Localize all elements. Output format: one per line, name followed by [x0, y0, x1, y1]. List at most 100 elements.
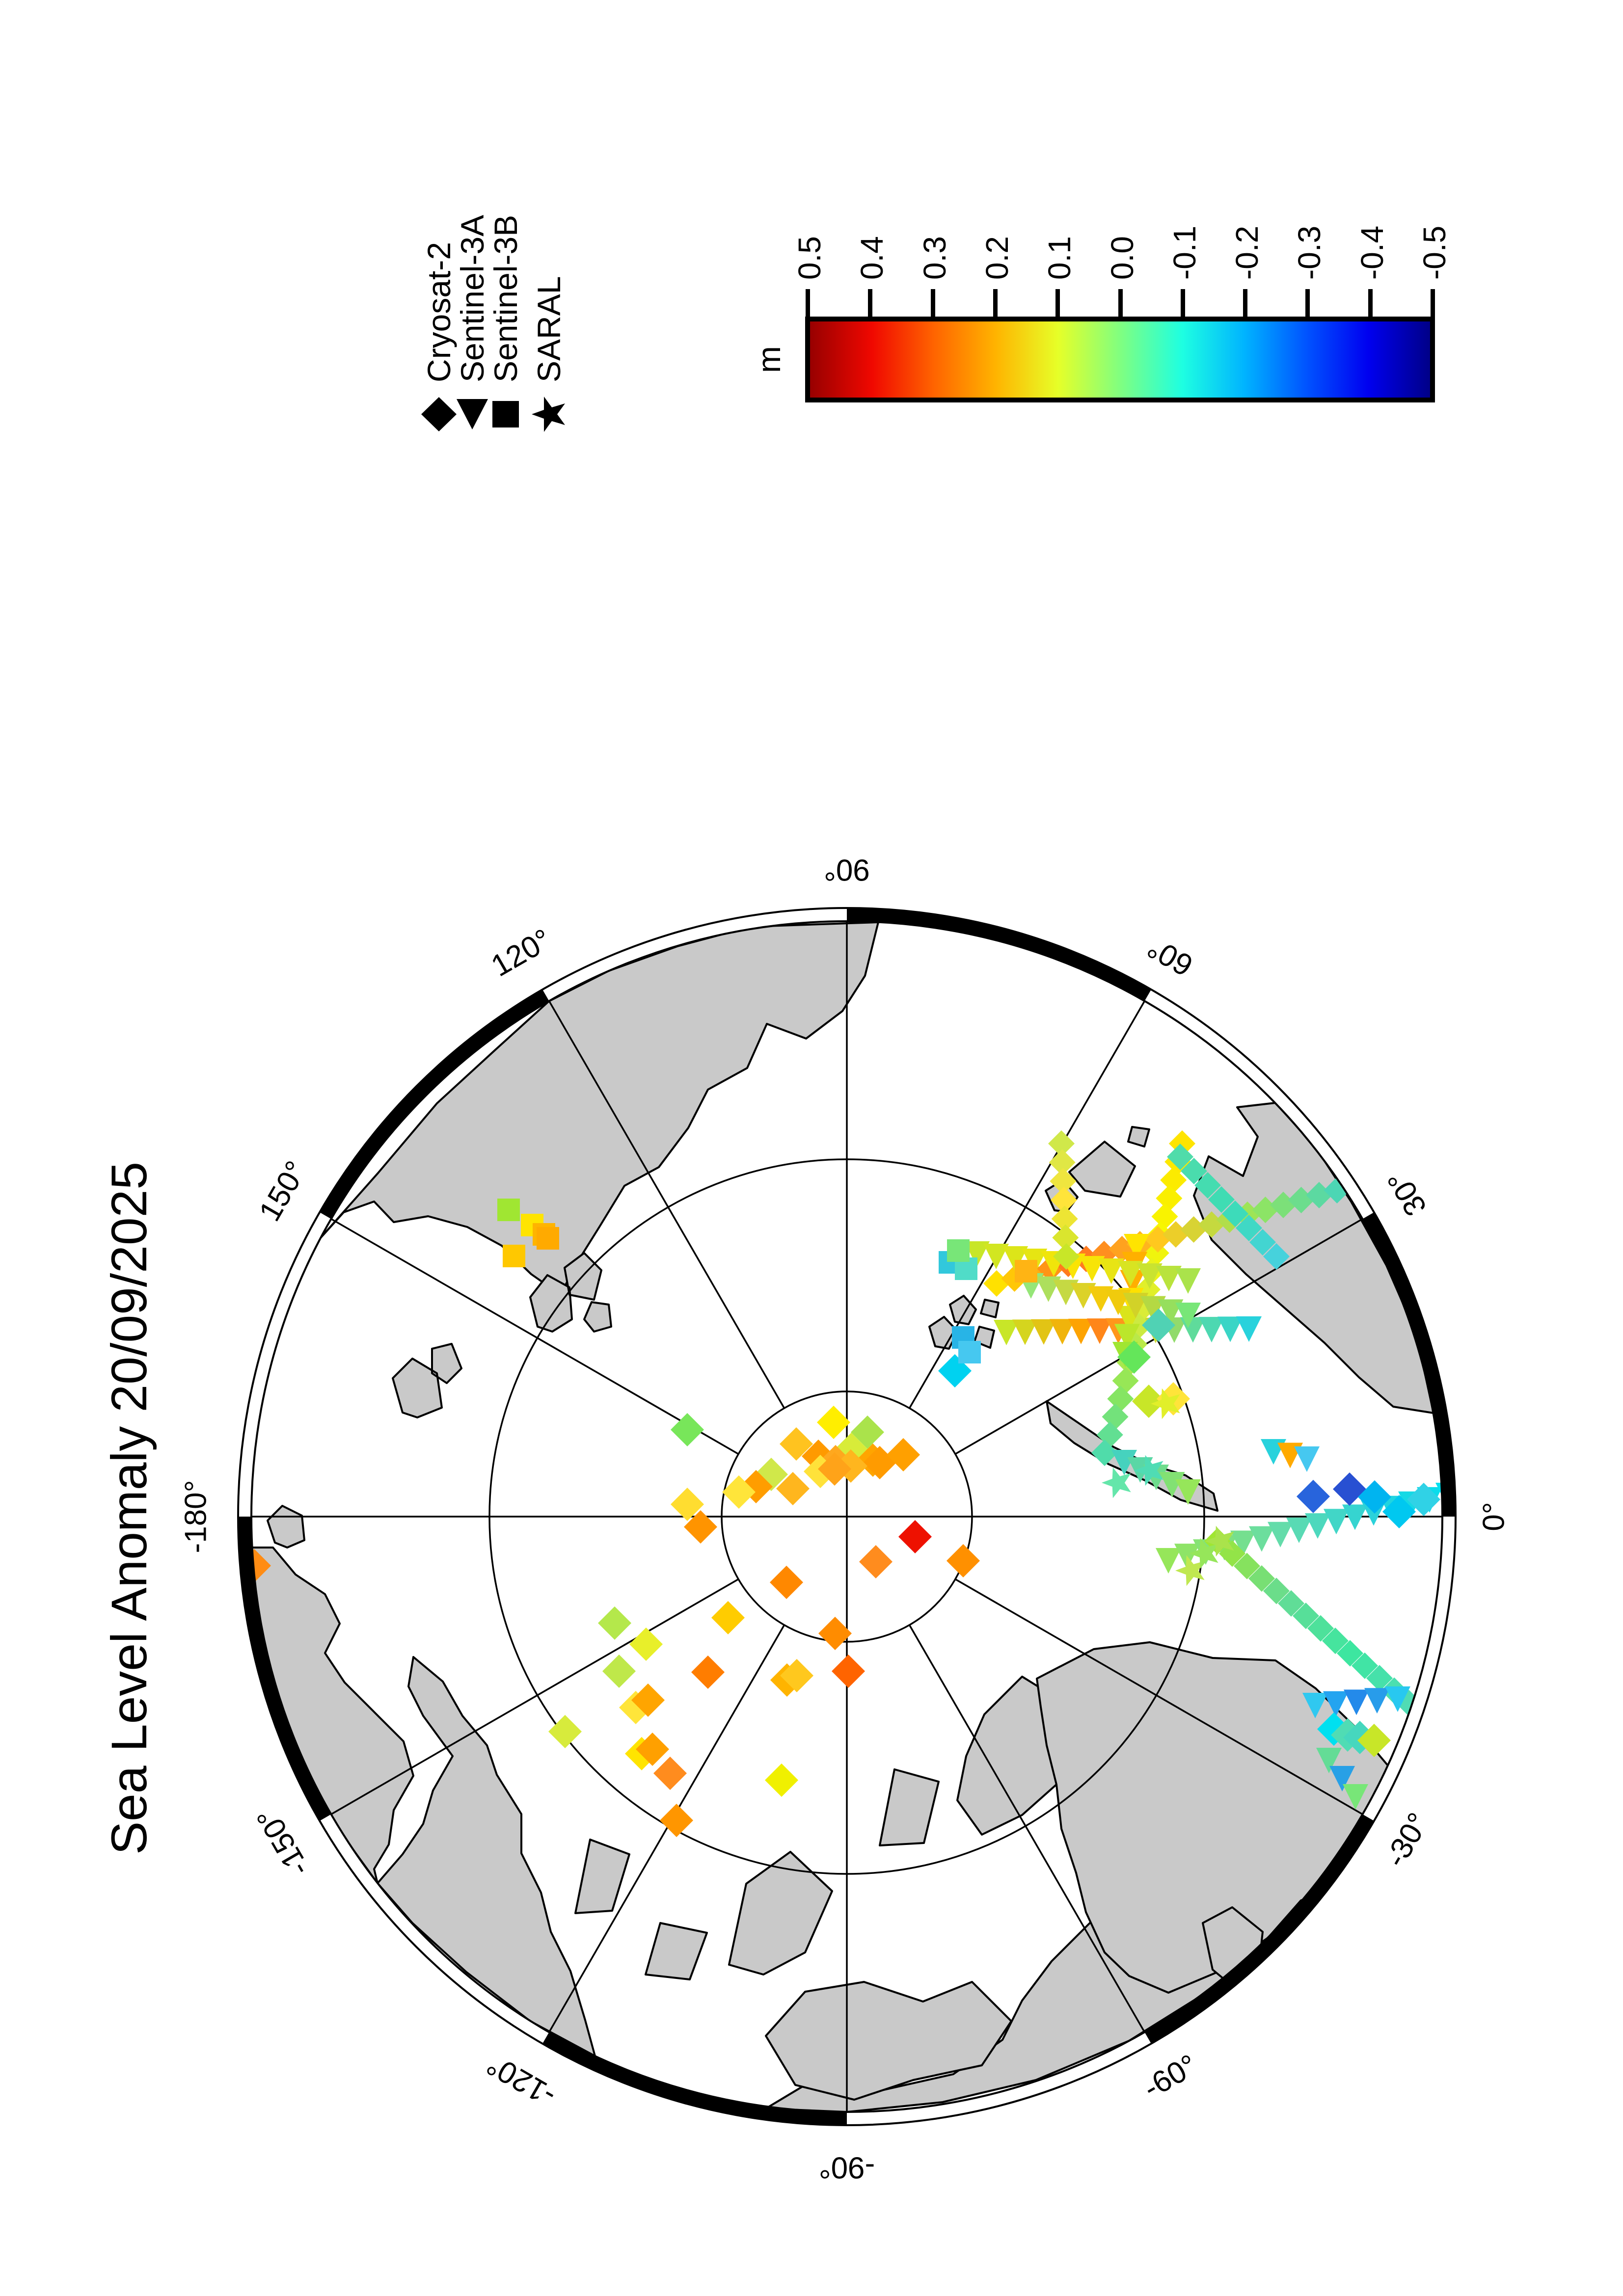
- data-marker-cryosat2: [1050, 1168, 1077, 1195]
- data-marker-cryosat2: [1278, 1590, 1304, 1617]
- data-marker-sentinel3a: [1175, 1303, 1201, 1328]
- data-marker-sentinel3a: [1087, 1318, 1112, 1344]
- colorbar-tick-label: -0.2: [1229, 225, 1265, 280]
- data-marker-sentinel3a: [1098, 1258, 1124, 1284]
- data-marker-sentinel3a: [964, 1241, 990, 1267]
- landmass-victoria: [728, 1851, 833, 1976]
- data-marker-cryosat2: [818, 1452, 851, 1486]
- colorbar-tick: [1180, 289, 1185, 317]
- data-marker-cryosat2: [1249, 1229, 1276, 1255]
- data-marker-sentinel3a: [1329, 1766, 1355, 1791]
- data-marker-sentinel3a: [1111, 1450, 1137, 1475]
- data-marker-sentinel3a: [1079, 1256, 1105, 1281]
- legend-label: SARAL: [531, 276, 567, 382]
- data-marker-cryosat2: [1102, 1403, 1129, 1430]
- longitude-label: 60°: [1142, 930, 1199, 983]
- square-icon: [492, 401, 519, 427]
- data-marker-cryosat2: [1096, 1421, 1123, 1448]
- colorbar-tick: [868, 289, 873, 317]
- diamond-icon: [421, 397, 457, 431]
- data-marker-saral: [1175, 1555, 1205, 1586]
- colorbar-tick: [1368, 289, 1373, 317]
- triangle-left-icon: [457, 399, 488, 429]
- landmass-devon: [879, 1768, 940, 1846]
- data-marker-cryosat2: [780, 1427, 813, 1461]
- data-marker-sentinel3a: [1117, 1261, 1143, 1286]
- data-marker-sentinel3a: [1217, 1316, 1243, 1342]
- data-marker-sentinel3a: [1050, 1319, 1075, 1345]
- data-marker-cryosat2: [1208, 1186, 1235, 1213]
- data-marker-cryosat2: [653, 1757, 687, 1790]
- data-marker-cryosat2: [671, 1488, 704, 1521]
- data-marker-cryosat2: [1293, 1602, 1319, 1629]
- colorbar-tick-label: 0.4: [854, 236, 890, 280]
- data-marker-cryosat2: [671, 1413, 704, 1446]
- data-marker-cryosat2: [629, 1628, 663, 1661]
- graticule: [251, 921, 1442, 2112]
- landmass-severnaya-zemlya: [529, 1252, 612, 1333]
- data-marker-cryosat2: [1194, 1172, 1221, 1199]
- data-marker-cryosat2: [1156, 1185, 1183, 1212]
- colorbar-tick: [1055, 289, 1060, 317]
- data-marker-cryosat2: [770, 1566, 803, 1599]
- colorbar-tick: [1431, 289, 1435, 317]
- data-marker-cryosat2: [660, 1804, 693, 1837]
- longitude-label: 0°: [1477, 1502, 1511, 1531]
- data-marker-cryosat2: [1167, 1144, 1193, 1170]
- data-marker-cryosat2: [1142, 1308, 1175, 1342]
- data-marker-cryosat2: [1263, 1243, 1290, 1270]
- meridian-line: [908, 1624, 1146, 2033]
- landmass-svalbard: [1045, 1126, 1150, 1213]
- meridian-line: [330, 1578, 739, 1815]
- data-marker-cryosat2: [1358, 1480, 1391, 1514]
- colorbar-tick-label: -0.1: [1166, 225, 1202, 280]
- legend-label: Sentinel-3A: [454, 214, 490, 382]
- data-marker-cryosat2: [1337, 1640, 1363, 1667]
- data-marker-cryosat2: [1049, 1149, 1076, 1176]
- longitude-label: 150°: [253, 1155, 314, 1227]
- data-marker-cryosat2: [602, 1655, 636, 1688]
- data-marker-sentinel3a: [1294, 1446, 1320, 1472]
- landmass-baffin: [765, 1981, 1012, 2101]
- landmass-melville: [574, 1839, 630, 1914]
- data-marker-cryosat2: [780, 1659, 813, 1692]
- data-marker-sentinel3a: [994, 1320, 1019, 1345]
- data-marker-saral: [1134, 1455, 1163, 1486]
- colorbar-tick: [806, 289, 810, 317]
- colorbar-tick: [930, 289, 935, 317]
- data-marker-sentinel3b: [955, 1257, 977, 1280]
- longitude-label: 120°: [486, 923, 557, 984]
- page-title: Sea Level Anomaly 20/09/2025: [101, 1161, 157, 1855]
- data-marker-sentinel3a: [1159, 1472, 1185, 1497]
- colorbar-tick: [1118, 289, 1123, 317]
- data-marker-cryosat2: [691, 1655, 725, 1689]
- data-marker-cryosat2: [1357, 1724, 1391, 1757]
- data-marker-saral: [1102, 1467, 1131, 1498]
- data-marker-sentinel3a: [1344, 1689, 1369, 1715]
- data-marker-sentinel3b: [958, 1341, 981, 1363]
- data-marker-cryosat2: [1181, 1158, 1207, 1184]
- data-marker-layer: [251, 1130, 1442, 1837]
- data-marker-sentinel3a: [1343, 1784, 1368, 1810]
- colorbar-tick-label: 0.2: [979, 236, 1015, 280]
- data-marker-cryosat2: [1263, 1577, 1290, 1604]
- data-marker-cryosat2: [722, 1475, 756, 1509]
- longitude-label: -120°: [481, 2047, 561, 2113]
- data-marker-sentinel3b: [503, 1245, 525, 1267]
- data-marker-cryosat2: [1333, 1472, 1366, 1506]
- data-marker-cryosat2: [711, 1601, 745, 1634]
- data-marker-sentinel3a: [1286, 1517, 1312, 1543]
- data-marker-cryosat2: [1234, 1552, 1260, 1579]
- data-marker-cryosat2: [598, 1606, 631, 1640]
- data-marker-sentinel3a: [1364, 1688, 1390, 1714]
- colorbar-tick: [1305, 289, 1310, 317]
- data-marker-cryosat2: [1407, 1483, 1440, 1516]
- data-marker-cryosat2: [1307, 1615, 1334, 1642]
- data-marker-saral: [1205, 1525, 1234, 1557]
- data-marker-sentinel3a: [1316, 1748, 1342, 1773]
- data-marker-cryosat2: [1222, 1201, 1248, 1227]
